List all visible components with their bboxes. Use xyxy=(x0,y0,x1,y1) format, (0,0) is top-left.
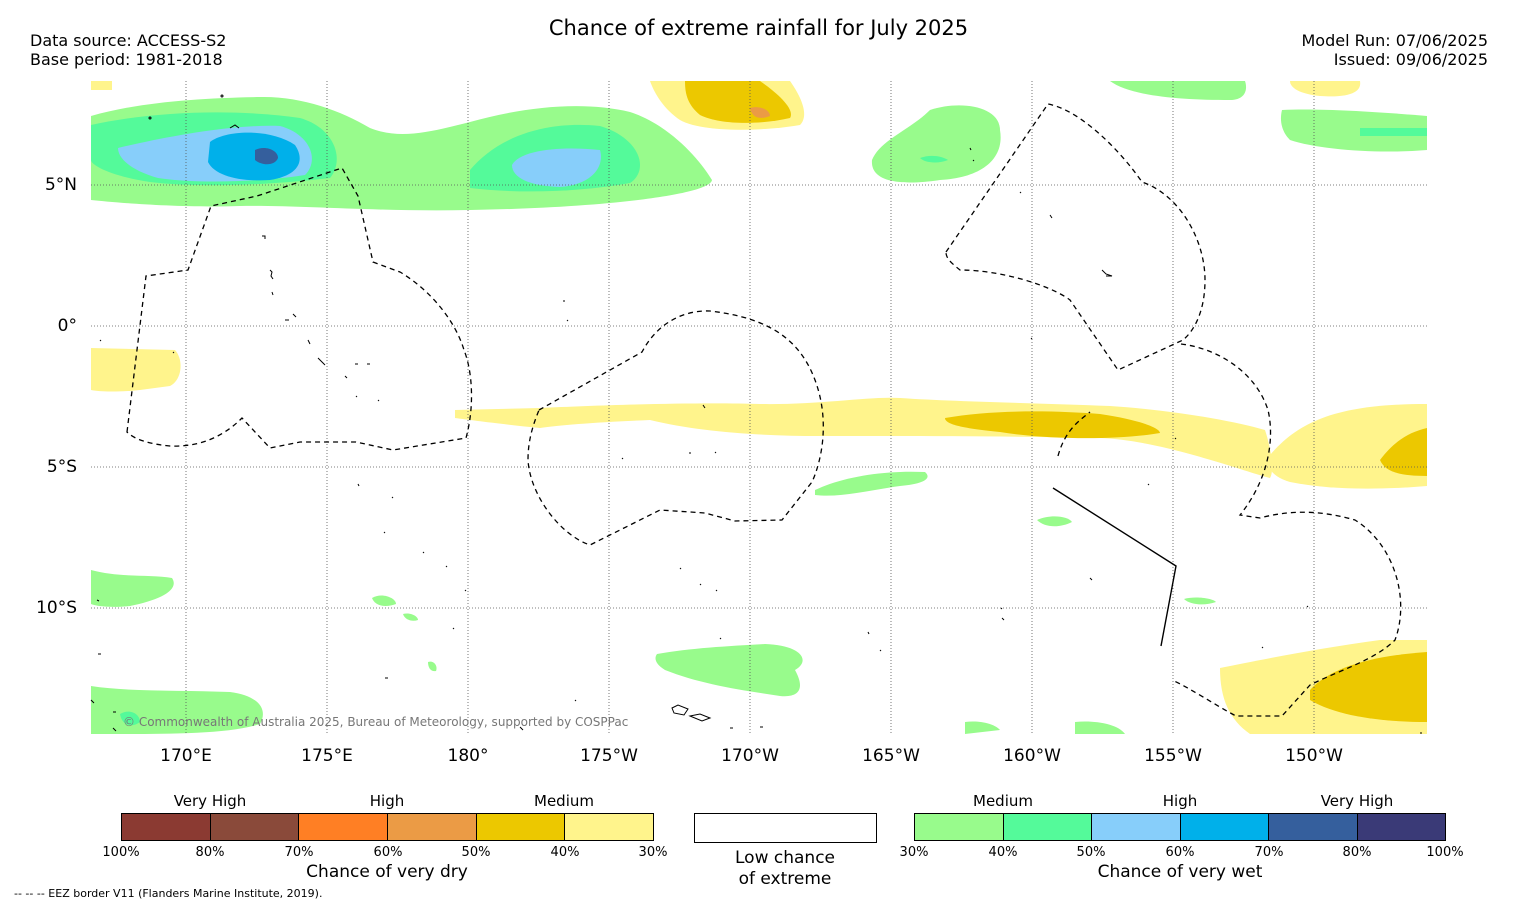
dry-medium-area xyxy=(1290,81,1361,97)
dry-legend-header: Very High xyxy=(173,792,247,810)
wet-medium-area xyxy=(428,661,437,672)
wet-medium-area xyxy=(1110,81,1247,100)
dry-tick: 50% xyxy=(461,845,491,860)
lon-label: 160°W xyxy=(1003,746,1061,766)
wet-legend-header: High xyxy=(1162,792,1198,810)
wet-very-high-area xyxy=(208,132,300,181)
wet-tick: 50% xyxy=(1076,845,1106,860)
wet-medium-area xyxy=(655,644,803,697)
dry-tick: 80% xyxy=(195,845,225,860)
issued-label: Issued: 09/06/2025 xyxy=(1333,50,1488,69)
lat-label: 10°S xyxy=(36,598,77,618)
wet-medium-area xyxy=(1184,597,1216,605)
dry-swatch xyxy=(298,814,388,840)
dry-swatch xyxy=(475,814,565,840)
wet-tick: 100% xyxy=(1426,845,1464,860)
data-source-label: Data source: ACCESS-S2 xyxy=(30,31,227,50)
wet-legend-header: Medium xyxy=(973,792,1033,810)
wet-medium-area xyxy=(965,721,1000,734)
lon-label: 170°W xyxy=(721,746,779,766)
model-run-block: Model Run: 07/06/2025 Issued: 09/06/2025 xyxy=(1302,31,1489,69)
rainfall-shading xyxy=(91,81,1427,734)
eez-borders xyxy=(126,103,1402,717)
wet-high-area xyxy=(1360,128,1427,136)
dry-high-area xyxy=(750,107,770,118)
wet-legend-header: Very High xyxy=(1320,792,1394,810)
wet-legend-caption: Chance of very wet xyxy=(1097,862,1263,882)
copyright-notice: © Commonwealth of Australia 2025, Bureau… xyxy=(123,715,629,729)
graticule xyxy=(91,81,1427,734)
dry-swatch xyxy=(209,814,299,840)
dry-medium-area xyxy=(1310,652,1427,722)
wet-tick: 30% xyxy=(899,845,929,860)
maritime-boundary-line xyxy=(1052,487,1177,647)
dry-swatch xyxy=(564,814,654,840)
wet-swatch xyxy=(915,814,1003,840)
wet-medium-area xyxy=(815,471,928,496)
wet-swatch xyxy=(1002,814,1091,840)
model-run-label: Model Run: 07/06/2025 xyxy=(1301,31,1489,50)
wet-high-area xyxy=(120,711,140,726)
wet-high-area xyxy=(512,148,601,187)
dry-medium-area xyxy=(91,81,112,90)
neutral-line-2: of extreme xyxy=(738,869,832,889)
lon-label: 150°W xyxy=(1285,746,1343,766)
dry-tick: 60% xyxy=(373,845,403,860)
wet-medium-area xyxy=(871,105,1001,183)
dry-tick: 70% xyxy=(284,845,314,860)
wet-tick: 70% xyxy=(1254,845,1284,860)
wet-swatch xyxy=(1179,814,1268,840)
wet-high-area xyxy=(920,155,948,163)
islands xyxy=(90,94,1422,734)
dry-legend-caption: Chance of very dry xyxy=(306,862,468,882)
lon-label: 175°W xyxy=(580,746,638,766)
wet-medium-area xyxy=(1037,516,1072,527)
dry-swatch xyxy=(122,814,210,840)
dry-medium-area xyxy=(455,397,1273,478)
lon-label: 175°E xyxy=(301,746,353,766)
wet-medium-area xyxy=(372,595,396,606)
dry-swatch xyxy=(387,814,476,840)
wet-tick: 80% xyxy=(1342,845,1372,860)
dry-legend-header: Medium xyxy=(534,792,594,810)
wet-medium-area xyxy=(91,570,174,607)
wet-swatch xyxy=(1356,814,1445,840)
lon-label: 180° xyxy=(447,746,489,766)
wet-swatch xyxy=(1091,814,1180,840)
wet-very-high-area xyxy=(255,147,278,165)
neutral-legend-box xyxy=(694,813,877,843)
neutral-legend-caption: Low chance of extreme xyxy=(735,848,835,890)
wet-tick: 60% xyxy=(1165,845,1195,860)
lat-label: 5°S xyxy=(46,457,77,477)
dry-medium-area xyxy=(945,411,1160,439)
dry-tick: 100% xyxy=(102,845,140,860)
wet-medium-area xyxy=(1075,721,1125,734)
dry-legend-header: High xyxy=(369,792,405,810)
dry-colorbar xyxy=(121,813,654,841)
wet-swatch xyxy=(1268,814,1357,840)
wet-medium-area xyxy=(1280,109,1427,152)
wet-tick: 40% xyxy=(988,845,1018,860)
lat-label: 0° xyxy=(57,316,77,336)
wet-medium-area xyxy=(403,613,418,621)
dry-medium-area xyxy=(91,348,181,392)
data-source-block: Data source: ACCESS-S2 Base period: 1981… xyxy=(30,31,226,69)
lat-label: 5°N xyxy=(44,175,77,195)
dry-tick: 40% xyxy=(550,845,580,860)
lon-label: 170°E xyxy=(160,746,212,766)
lon-label: 165°W xyxy=(862,746,920,766)
neutral-line-1: Low chance xyxy=(735,848,835,868)
eez-border-note: -- -- -- EEZ border V11 (Flanders Marine… xyxy=(14,887,323,900)
lon-label: 155°W xyxy=(1144,746,1202,766)
dry-tick: 30% xyxy=(638,845,668,860)
base-period-label: Base period: 1981-2018 xyxy=(30,50,223,69)
dry-medium-area xyxy=(1380,428,1427,476)
wet-colorbar xyxy=(914,813,1446,841)
map-title: Chance of extreme rainfall for July 2025 xyxy=(548,16,969,40)
